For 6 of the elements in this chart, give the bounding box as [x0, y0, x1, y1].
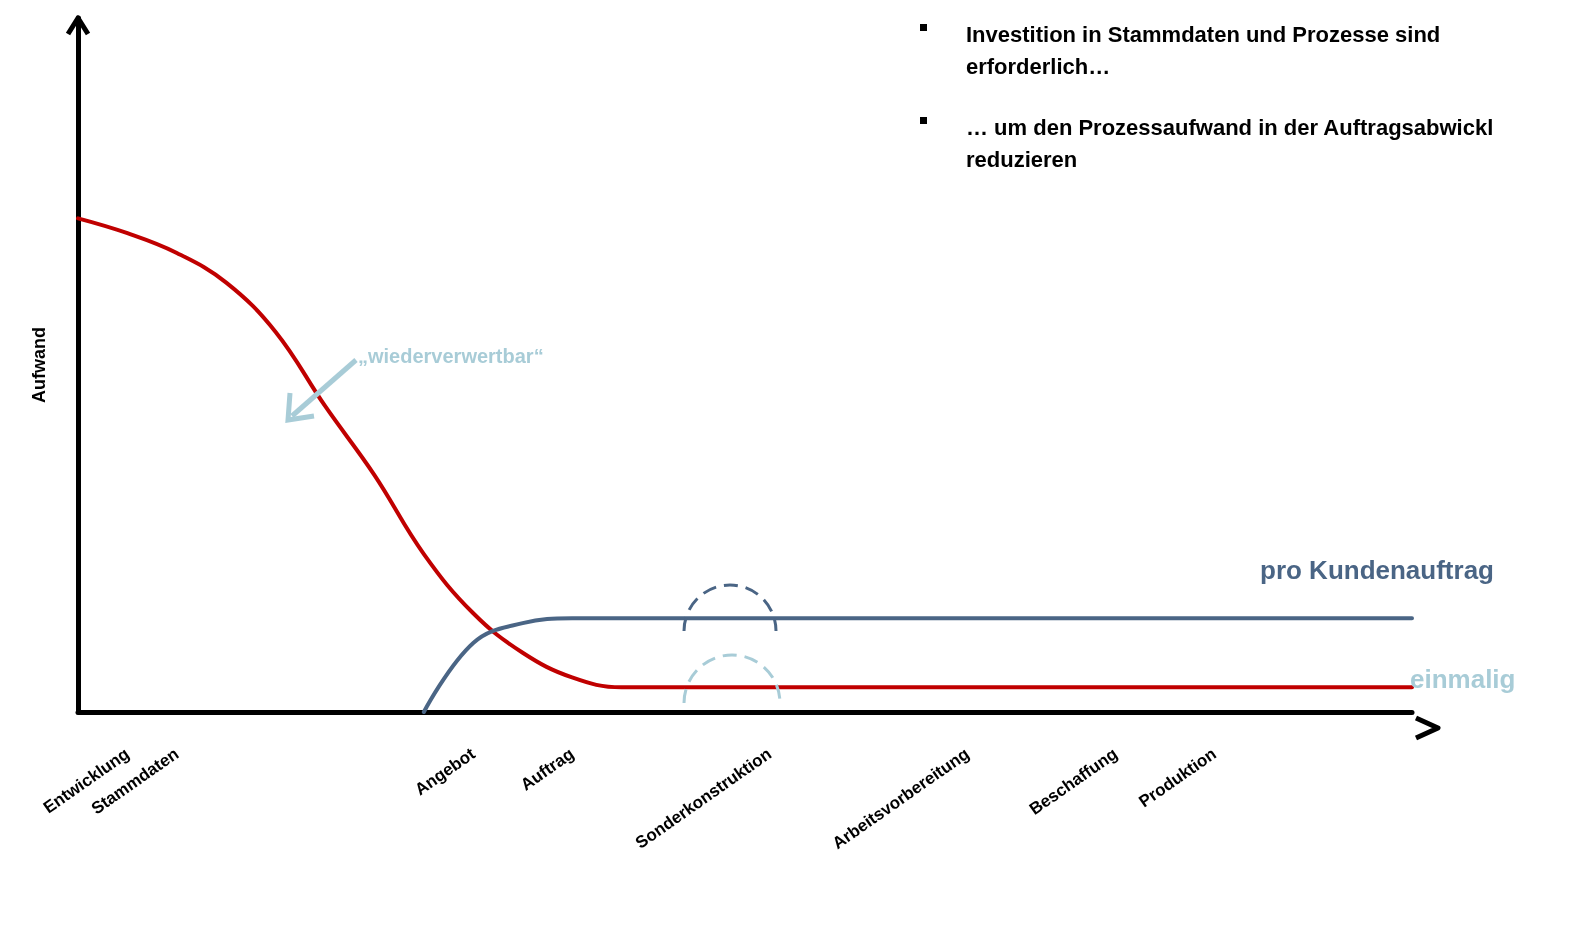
- series-label: einmalig: [1410, 664, 1516, 695]
- text: Investition in Stammdaten und Prozesse sind erforderlich…: [966, 21, 1447, 79]
- y-axis-title: Aufwand: [29, 327, 49, 403]
- series-label: pro Kundenauftrag: [1260, 555, 1494, 586]
- text: … um den Prozessaufwand in der Auftragsabwickl reduzieren: [966, 114, 1500, 172]
- annotation: „wiederverwertbar“: [358, 345, 544, 367]
